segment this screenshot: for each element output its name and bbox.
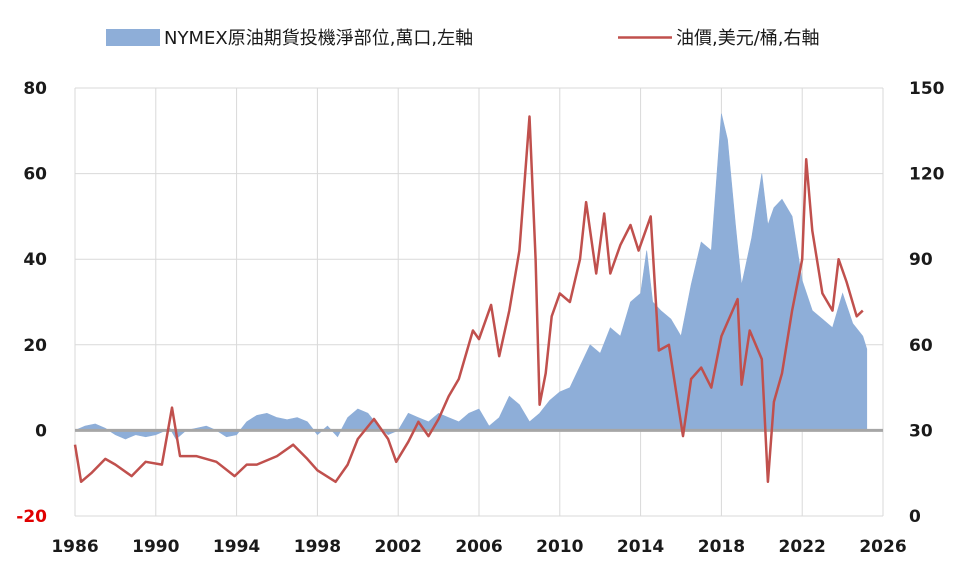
- y-right-tick-label: 150: [909, 79, 945, 99]
- y-left-tick-label: 80: [23, 79, 47, 99]
- x-tick-label: 1986: [51, 537, 98, 557]
- x-tick-label: 2014: [617, 537, 664, 557]
- x-tick-label: 2010: [536, 537, 583, 557]
- y-right-tick-label: 120: [909, 165, 945, 185]
- x-tick-label: 2006: [455, 537, 502, 557]
- area-layer: [74, 113, 868, 440]
- legend-swatch-bars: [106, 29, 160, 46]
- y-left-tick-label: 20: [23, 336, 47, 356]
- legend: NYMEX原油期貨投機淨部位,萬口,左軸 油價,美元/桶,右軸: [106, 28, 820, 49]
- x-tick-label: 1990: [132, 537, 179, 557]
- x-tick-label: 2026: [859, 537, 906, 557]
- x-tick-label: 2022: [779, 537, 826, 557]
- x-tick-label: 2018: [698, 537, 745, 557]
- axis-labels-layer: 1986 1990 1994 1998 2002 2006 2010 2014 2018 2022…: [16, 79, 944, 557]
- y-left-tick-label: -20: [16, 507, 47, 527]
- y-left-tick-label: 0: [35, 421, 47, 441]
- line-layer: [73, 115, 864, 484]
- series-area-positions: [74, 113, 868, 440]
- y-left-tick-label: 40: [23, 250, 47, 270]
- y-right-tick-label: 0: [909, 507, 921, 527]
- series-line-oil-price: [73, 115, 864, 484]
- y-right-tick-label: 90: [909, 250, 933, 270]
- y-left-tick-label: 60: [23, 165, 47, 185]
- x-tick-label: 1994: [213, 537, 260, 557]
- x-tick-label: 1998: [294, 537, 341, 557]
- x-tick-label: 2002: [375, 537, 422, 557]
- y-right-tick-label: 30: [909, 421, 933, 441]
- y-right-tick-label: 60: [909, 336, 933, 356]
- legend-label-bars: NYMEX原油期貨投機淨部位,萬口,左軸: [164, 28, 473, 49]
- legend-label-line: 油價,美元/桶,右軸: [676, 28, 820, 49]
